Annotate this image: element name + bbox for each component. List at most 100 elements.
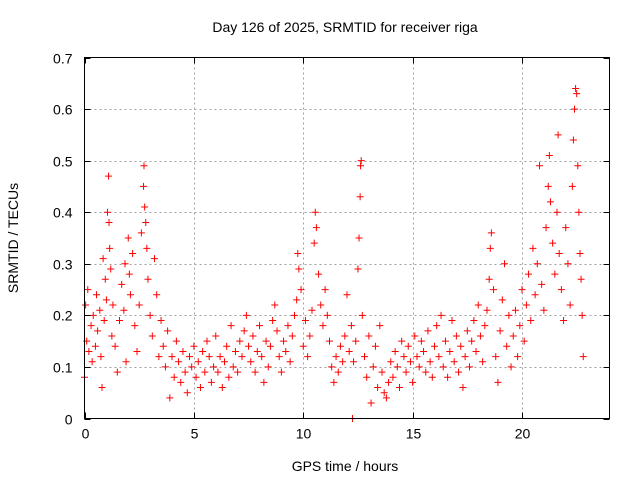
x-tick-label: 20 xyxy=(515,426,531,442)
data-point xyxy=(575,208,583,216)
data-point xyxy=(571,105,578,113)
data-point xyxy=(282,347,290,355)
data-point xyxy=(172,337,180,345)
data-point xyxy=(286,358,294,366)
data-point xyxy=(426,358,434,366)
data-point xyxy=(450,358,458,366)
data-point xyxy=(170,373,178,381)
data-point xyxy=(468,337,476,345)
data-point xyxy=(275,353,283,361)
data-point xyxy=(452,332,460,340)
data-point xyxy=(240,327,248,335)
data-point xyxy=(210,363,218,371)
data-point xyxy=(105,219,113,227)
data-point xyxy=(321,286,329,294)
data-point xyxy=(413,353,421,361)
data-point xyxy=(486,244,494,252)
data-point xyxy=(444,373,452,381)
data-point xyxy=(554,131,562,139)
y-tick-label: 0.5 xyxy=(53,154,73,170)
data-point xyxy=(402,368,410,376)
data-point xyxy=(525,270,533,278)
data-point xyxy=(457,342,465,350)
data-point xyxy=(308,306,316,314)
data-point xyxy=(207,378,215,386)
y-tick-label: 0 xyxy=(65,412,73,428)
data-point xyxy=(297,286,305,294)
data-point xyxy=(177,378,185,386)
data-point xyxy=(94,327,102,335)
data-point xyxy=(249,332,257,340)
data-point xyxy=(234,368,242,376)
data-point xyxy=(382,394,390,402)
data-point xyxy=(334,368,342,376)
data-point xyxy=(102,296,110,304)
data-point xyxy=(542,224,550,232)
data-point xyxy=(518,286,526,294)
data-point xyxy=(522,301,530,309)
data-point xyxy=(437,311,445,319)
data-point xyxy=(126,291,134,299)
data-point xyxy=(501,260,508,268)
data-point xyxy=(231,347,239,355)
data-point xyxy=(223,342,231,350)
data-point xyxy=(137,229,145,237)
data-point xyxy=(569,136,577,144)
data-point xyxy=(295,265,303,273)
data-point xyxy=(511,306,519,314)
data-point xyxy=(125,270,133,278)
data-point xyxy=(212,332,220,340)
data-point xyxy=(106,244,114,252)
grid-lines xyxy=(84,57,610,419)
data-point xyxy=(186,353,193,361)
data-point xyxy=(168,353,176,361)
data-point xyxy=(141,203,149,211)
data-point xyxy=(376,322,384,330)
data-point xyxy=(354,265,362,273)
data-point xyxy=(216,353,224,361)
data-point xyxy=(277,368,285,376)
data-point xyxy=(339,358,347,366)
data-point xyxy=(271,301,279,309)
data-point xyxy=(428,373,436,381)
data-point xyxy=(87,322,95,330)
data-point xyxy=(446,347,454,355)
x-tick-label: 15 xyxy=(406,426,422,442)
data-point xyxy=(572,84,580,92)
data-point xyxy=(98,384,106,392)
data-point xyxy=(553,208,561,216)
data-point xyxy=(389,373,397,381)
data-point xyxy=(347,322,355,330)
data-point xyxy=(343,291,351,299)
data-point xyxy=(245,342,253,350)
data-point xyxy=(82,301,90,309)
data-point xyxy=(108,332,116,340)
data-point xyxy=(262,337,270,345)
data-point xyxy=(100,317,108,325)
data-point xyxy=(144,275,152,283)
data-point xyxy=(247,358,255,366)
data-point xyxy=(576,249,584,257)
data-point xyxy=(269,317,277,325)
data-point xyxy=(560,317,568,325)
data-point xyxy=(258,353,266,361)
data-point xyxy=(188,363,196,371)
data-point xyxy=(118,280,126,288)
data-point xyxy=(221,358,228,366)
y-axis-label: SRMTID / TECUs xyxy=(5,183,21,293)
data-point xyxy=(367,399,375,407)
plot-frame xyxy=(84,57,610,419)
data-point xyxy=(424,327,432,335)
x-tick-label: 10 xyxy=(296,426,312,442)
data-point xyxy=(164,327,172,335)
data-point xyxy=(315,270,323,278)
data-point xyxy=(474,301,482,309)
data-point xyxy=(157,317,165,325)
data-point xyxy=(133,347,141,355)
data-point xyxy=(398,337,406,345)
data-point xyxy=(385,378,393,386)
data-point xyxy=(358,311,366,319)
data-point xyxy=(284,322,292,330)
data-point xyxy=(288,332,296,340)
